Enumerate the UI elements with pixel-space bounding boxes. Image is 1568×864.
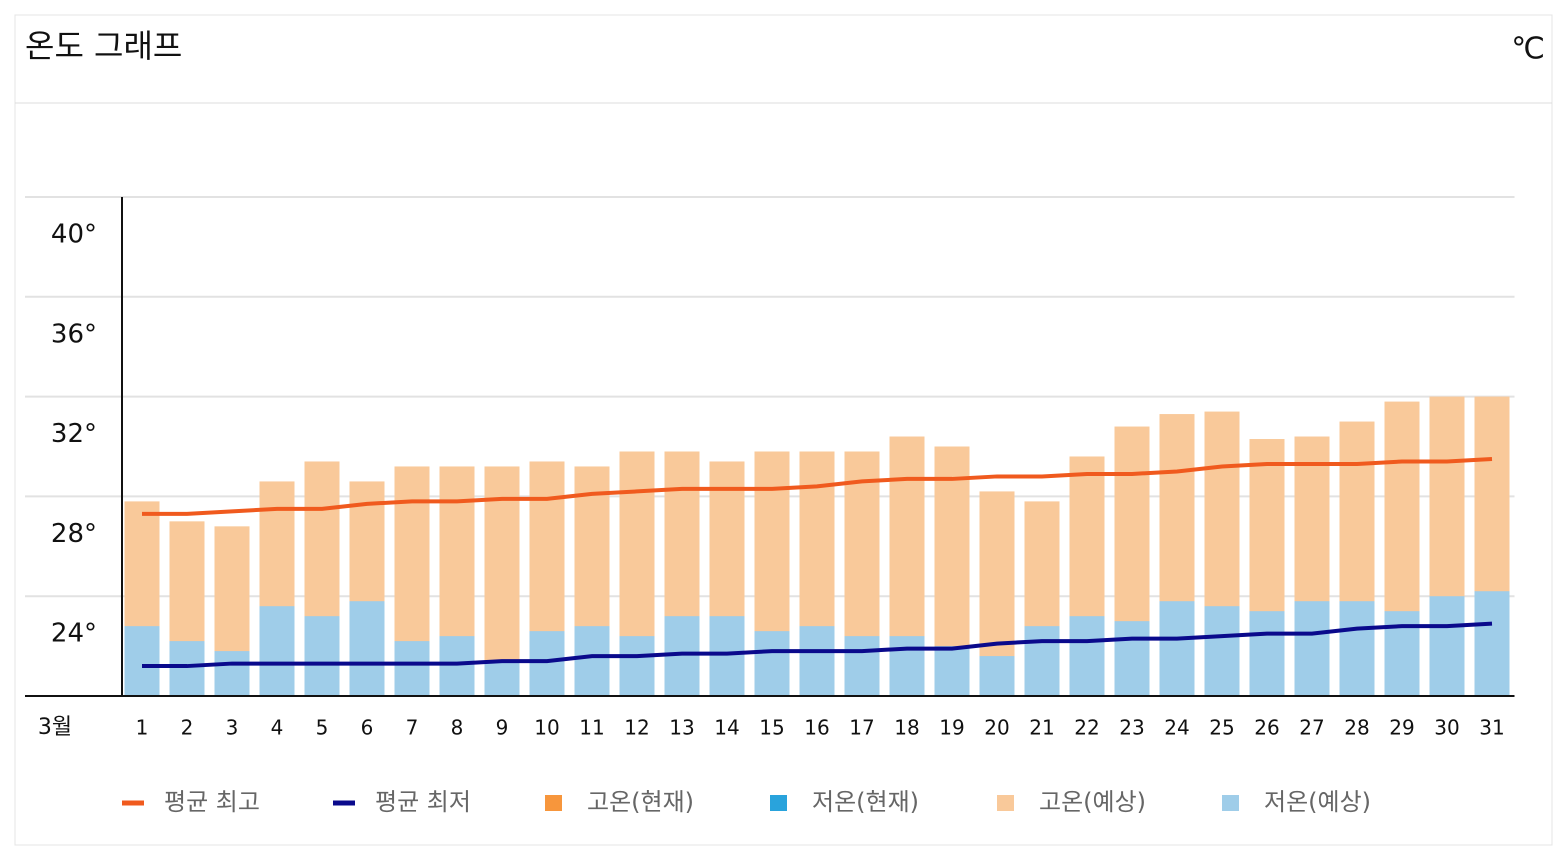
line (142, 621, 1493, 669)
bar (934, 646, 970, 696)
legend-marker (545, 795, 562, 811)
x-tick-label: 25 (1209, 716, 1234, 740)
x-tick-label: 27 (1299, 716, 1324, 740)
x-tick-label: 17 (849, 716, 874, 740)
bar (1474, 591, 1510, 696)
y-tick-label: 40° (51, 220, 97, 250)
x-tick-label: 16 (804, 716, 829, 740)
x-tick-label: 7 (406, 716, 419, 740)
x-tick-label: 31 (1479, 716, 1504, 740)
x-tick-label: 26 (1254, 716, 1279, 740)
x-tick-label: 30 (1434, 716, 1459, 740)
x-tick-label: 12 (624, 716, 649, 740)
x-tick-label: 21 (1029, 716, 1054, 740)
bar (754, 631, 790, 696)
legend-label: 저온(예상) (1264, 788, 1371, 816)
bar (889, 636, 925, 696)
line (142, 456, 1493, 516)
bar (259, 606, 295, 696)
bar (1384, 611, 1420, 696)
legend-marker (770, 795, 787, 811)
x-tick-label: 4 (271, 716, 284, 740)
x-tick-label: 20 (984, 716, 1009, 740)
x-tick-label: 8 (451, 716, 464, 740)
unit-label: ℃ (1511, 32, 1545, 67)
bar (439, 636, 475, 696)
legend-marker (1222, 795, 1239, 811)
bar (1339, 601, 1375, 696)
x-tick-label: 24 (1164, 716, 1189, 740)
bar (1204, 606, 1240, 696)
bar (484, 661, 520, 696)
y-tick-label: 32° (51, 419, 97, 449)
bar (709, 616, 745, 696)
x-tick-label: 2 (181, 716, 194, 740)
x-tick-label: 3 (226, 716, 239, 740)
y-tick-label: 24° (51, 619, 97, 649)
bar (349, 601, 385, 696)
x-tick-label: 11 (579, 716, 604, 740)
bar (1159, 601, 1195, 696)
bar (574, 626, 610, 696)
bar (304, 616, 340, 696)
y-tick-label: 28° (51, 519, 97, 549)
x-tick-label: 22 (1074, 716, 1099, 740)
bar (1069, 616, 1105, 696)
bar (1249, 611, 1285, 696)
x-tick-label: 6 (361, 716, 374, 740)
y-tick-label: 36° (51, 319, 97, 349)
x-tick-label: 19 (939, 716, 964, 740)
x-tick-label: 18 (894, 716, 919, 740)
bar (979, 656, 1015, 696)
x-tick-label: 13 (669, 716, 694, 740)
x-tick-label: 28 (1344, 716, 1369, 740)
legend-marker (122, 800, 144, 806)
bar (1024, 626, 1060, 696)
legend-label: 평균 최저 (375, 788, 471, 816)
bar (214, 651, 250, 696)
month-label: 3월 (38, 715, 72, 740)
x-tick-label: 15 (759, 716, 784, 740)
legend-label: 저온(현재) (812, 788, 919, 816)
x-tick-label: 5 (316, 716, 329, 740)
bar (484, 466, 520, 696)
legend-marker (997, 795, 1014, 811)
card (14, 14, 1553, 846)
bar (619, 636, 655, 696)
bar (844, 636, 880, 696)
x-tick-label: 10 (534, 716, 559, 740)
bar (1294, 601, 1330, 696)
bar (394, 641, 430, 696)
x-tick-label: 29 (1389, 716, 1414, 740)
legend-label: 고온(예상) (1039, 788, 1146, 816)
bar (124, 626, 160, 696)
legend-label: 평균 최고 (164, 788, 260, 816)
x-tick-label: 14 (714, 716, 739, 740)
bar (529, 631, 565, 696)
bar (169, 641, 205, 696)
x-tick-label: 1 (136, 716, 149, 740)
legend-marker (333, 800, 355, 806)
chart-title: 온도 그래프 (25, 27, 182, 65)
x-tick-label: 23 (1119, 716, 1144, 740)
bar (1114, 621, 1150, 696)
bar (1429, 596, 1465, 696)
x-tick-label: 9 (496, 716, 509, 740)
bar (799, 626, 835, 696)
legend-label: 고온(현재) (587, 788, 694, 816)
